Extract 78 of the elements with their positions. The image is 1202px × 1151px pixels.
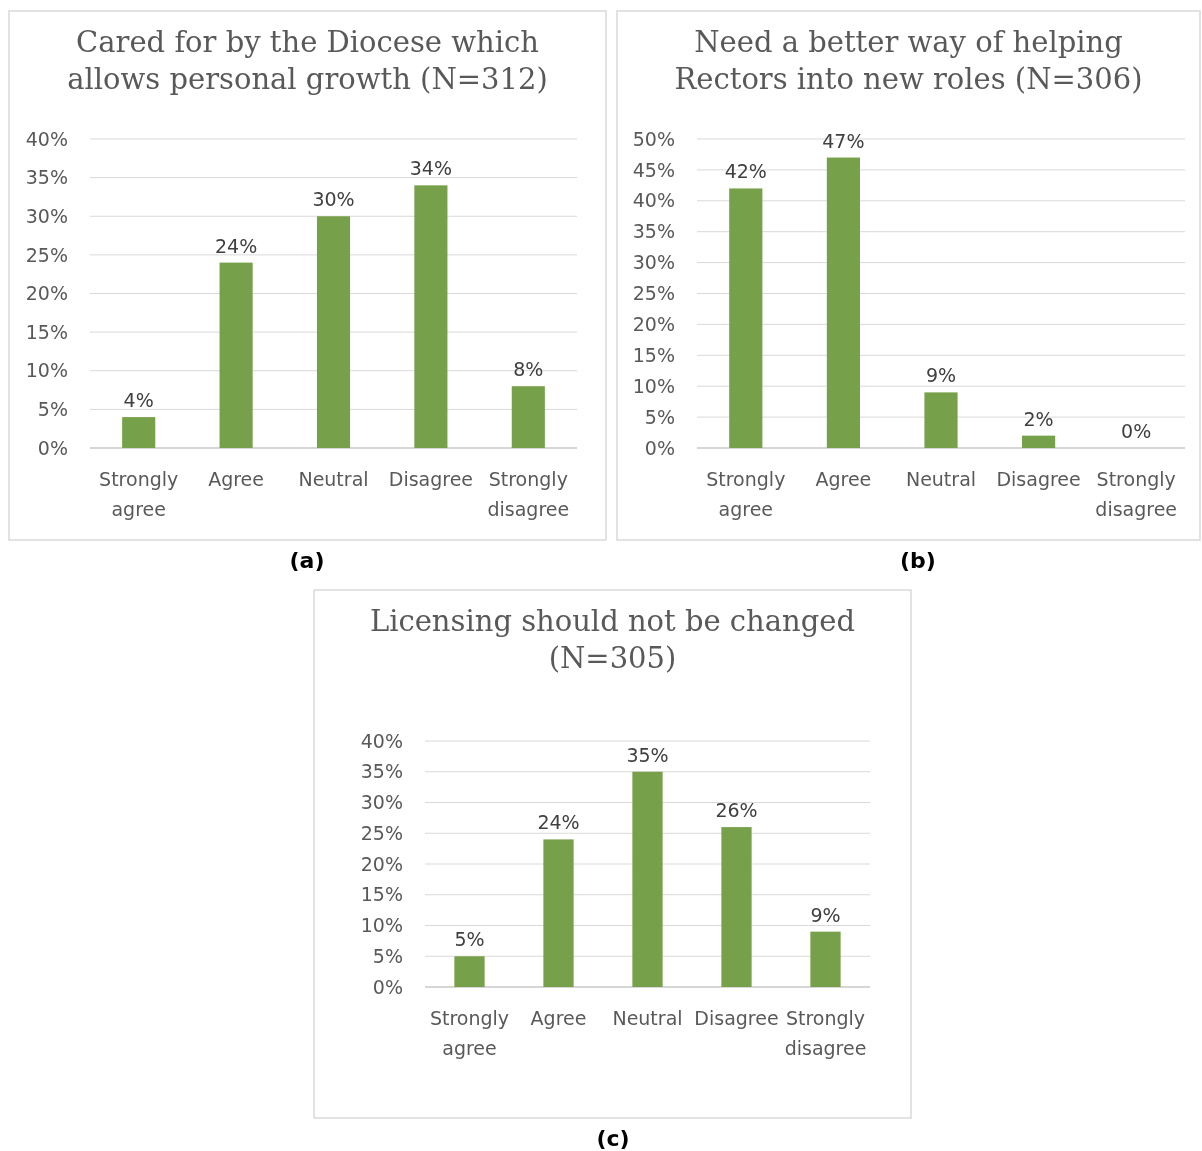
data-label: 30% — [312, 188, 355, 211]
data-label: 2% — [1023, 407, 1054, 430]
data-label: 5% — [454, 928, 485, 951]
y-tick-label: 35% — [25, 166, 68, 189]
x-tick-label: Disagree — [996, 468, 1081, 490]
y-tick-label: 30% — [360, 791, 403, 814]
x-tick-label: Strongly disagree — [487, 468, 570, 520]
x-tick-label: Strongly disagree — [1095, 468, 1178, 520]
text: (b) — [900, 548, 936, 573]
y-tick-label: 0% — [37, 436, 68, 459]
y-tick-label: 20% — [360, 852, 403, 875]
y-tick-label: 5% — [37, 398, 68, 421]
data-label: 9% — [810, 903, 841, 926]
y-tick-label: 45% — [632, 158, 675, 181]
x-tick-label: Strongly agree — [706, 468, 786, 520]
bar — [721, 827, 752, 987]
y-tick-label: 10% — [360, 914, 403, 937]
y-tick-label: 15% — [632, 343, 675, 366]
chart-title: Licensing should not be changed (N=305) — [369, 604, 856, 675]
x-tick-label: Agree — [208, 468, 265, 490]
x-tick-label: Neutral — [298, 468, 369, 490]
bar — [924, 392, 958, 448]
data-label: 26% — [715, 799, 758, 822]
y-tick-label: 40% — [25, 127, 68, 150]
bar — [122, 417, 156, 448]
y-tick-label: 25% — [25, 243, 68, 266]
bar — [729, 188, 763, 448]
data-label: 9% — [925, 364, 957, 387]
y-tick-label: 15% — [360, 883, 403, 906]
x-tick-label: Disagree — [388, 468, 474, 490]
y-tick-label: 5% — [644, 405, 675, 428]
x-tick-label: Neutral — [905, 468, 977, 490]
y-tick-label: 10% — [25, 359, 68, 382]
y-tick-label: 35% — [360, 760, 403, 783]
data-label: 42% — [724, 160, 767, 183]
bar — [511, 386, 545, 448]
bar — [826, 157, 860, 448]
bar — [543, 839, 574, 987]
y-tick-label: 0% — [372, 975, 403, 998]
x-tick-label: Agree — [815, 468, 872, 490]
bar — [454, 956, 485, 987]
y-tick-label: 20% — [632, 313, 675, 336]
x-tick-label: Strongly agree — [99, 468, 179, 520]
y-tick-label: 30% — [25, 204, 68, 227]
bar — [1022, 435, 1056, 448]
y-tick-label: 50% — [632, 127, 675, 150]
x-tick-label: Agree — [530, 1007, 587, 1029]
bar — [219, 262, 253, 448]
y-tick-label: 10% — [632, 374, 675, 397]
bar — [316, 216, 351, 448]
data-label: 34% — [409, 157, 453, 180]
x-tick-label: Disagree — [694, 1007, 779, 1029]
bar — [632, 771, 663, 987]
chart-title: Need a better way of helping Rectors into new roles (N=306) — [674, 25, 1143, 96]
bar — [414, 185, 448, 448]
chart-title: Cared for by the Diocese which allows personal growth (N=312) — [67, 25, 548, 96]
y-tick-label: 40% — [360, 729, 403, 752]
y-tick-label: 30% — [632, 251, 675, 274]
text: (c) — [596, 1126, 630, 1151]
data-label: 0% — [1121, 420, 1152, 442]
y-tick-label: 25% — [360, 821, 403, 844]
data-label: 47% — [822, 129, 865, 152]
y-tick-label: 5% — [372, 944, 403, 967]
y-tick-label: 0% — [644, 436, 675, 459]
data-label: 24% — [537, 811, 580, 834]
text: (a) — [289, 548, 325, 573]
data-label: 24% — [214, 234, 258, 257]
y-tick-label: 15% — [25, 320, 68, 343]
y-tick-label: 20% — [25, 282, 68, 305]
y-tick-label: 40% — [632, 189, 675, 212]
y-tick-label: 25% — [632, 282, 675, 305]
data-label: 4% — [123, 389, 154, 412]
y-tick-label: 35% — [632, 220, 675, 243]
data-label: 8% — [513, 358, 544, 381]
x-tick-label: Neutral — [612, 1007, 683, 1029]
bar — [810, 931, 841, 987]
x-tick-label: Strongly disagree — [784, 1007, 867, 1059]
x-tick-label: Strongly agree — [429, 1007, 510, 1059]
